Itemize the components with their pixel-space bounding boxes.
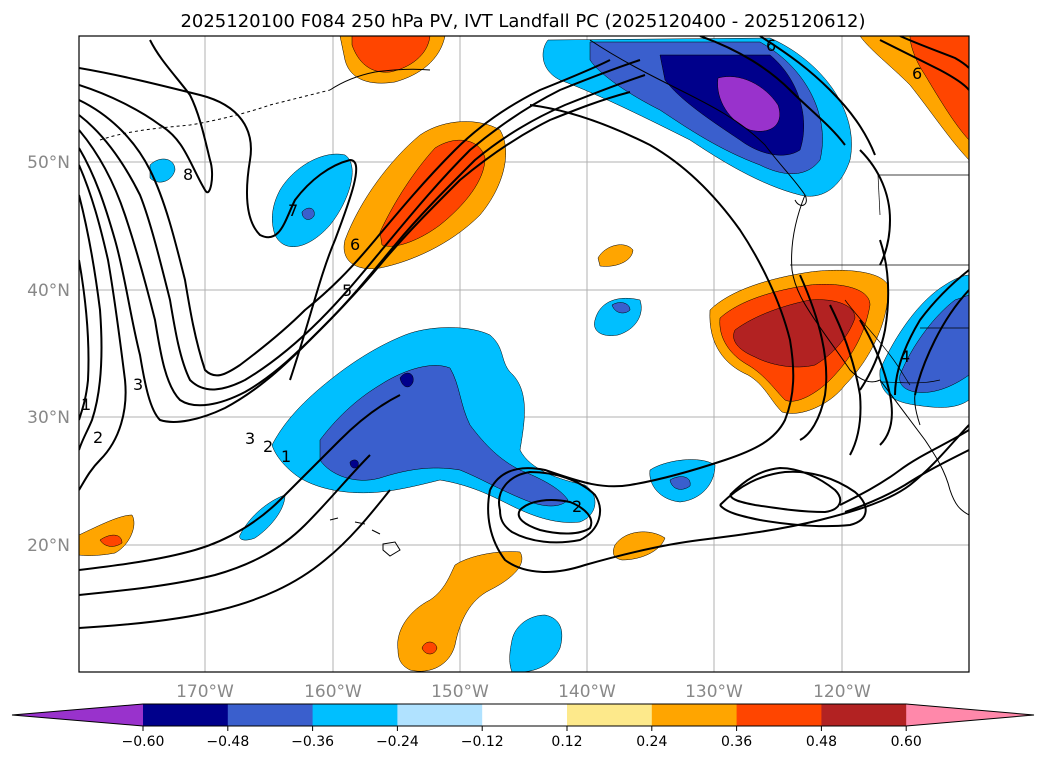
contour-label: 6 <box>766 36 776 55</box>
latitude-labels: 50°N 40°N 30°N 20°N <box>27 153 70 556</box>
colorbar-tick-label: −0.48 <box>206 734 249 750</box>
lon-label: 170°W <box>176 682 234 702</box>
colorbar-tick-label: 0.48 <box>806 734 837 750</box>
lon-label: 160°W <box>304 682 362 702</box>
colorbar-segment <box>397 704 483 726</box>
colorbar-extend-max <box>906 704 1034 726</box>
colorbar-tick-label: −0.60 <box>122 734 165 750</box>
colorbar: −0.60 −0.48 −0.36 −0.24 −0.12 0.12 0.24 0.36 0.4… <box>11 703 1035 750</box>
colorbar-tick-label: −0.24 <box>376 734 419 750</box>
lat-label: 50°N <box>27 153 70 173</box>
contour-label: 5 <box>342 281 352 300</box>
colorbar-tick-label: 0.24 <box>636 734 667 750</box>
contour-label: 1 <box>281 447 291 466</box>
lon-label: 140°W <box>558 682 616 702</box>
lon-label: 130°W <box>685 682 743 702</box>
lat-label: 20°N <box>27 536 70 556</box>
contour-label: 6 <box>350 235 360 254</box>
contour-label: 6 <box>912 64 922 83</box>
contour-label: 2 <box>263 437 273 456</box>
lon-label: 120°W <box>813 682 871 702</box>
colorbar-segment <box>736 704 822 726</box>
colorbar-tick-label: −0.36 <box>291 734 334 750</box>
contour-labels: 6 6 8 7 6 5 3 3 2 1 1 2 2 4 <box>81 36 922 516</box>
contour-label: 7 <box>288 201 298 220</box>
map-border <box>78 35 970 673</box>
colorbar-segment <box>312 704 398 726</box>
contour-label: 8 <box>183 165 193 184</box>
colorbar-segment <box>482 704 568 726</box>
contour-label: 1 <box>81 395 91 414</box>
colorbar-tick-label: 0.60 <box>891 734 922 750</box>
colorbar-segment <box>821 704 907 726</box>
contour-label: 2 <box>572 497 582 516</box>
colorbar-tick-label: −0.12 <box>461 734 504 750</box>
contour-label: 3 <box>245 429 255 448</box>
contour-label: 4 <box>900 347 910 366</box>
contour-label: 3 <box>133 375 143 394</box>
contour-label: 2 <box>93 428 103 447</box>
colorbar-extend-min <box>12 704 143 726</box>
figure-title: 2025120100 F084 250 hPa PV, IVT Landfall… <box>180 11 865 32</box>
colorbar-segment <box>143 704 229 726</box>
contours <box>79 36 969 629</box>
longitude-labels: 170°W 160°W 150°W 140°W 130°W 120°W <box>176 682 871 702</box>
colorbar-segment <box>227 704 314 726</box>
colorbar-segment <box>567 704 653 726</box>
lat-label: 30°N <box>27 408 70 428</box>
colorbar-tick-label: 0.12 <box>551 734 582 750</box>
lon-label: 150°W <box>431 682 489 702</box>
colorbar-segment <box>651 704 738 726</box>
lat-label: 40°N <box>27 281 70 301</box>
map-area: 6 6 8 7 6 5 3 3 2 1 1 2 2 4 <box>79 36 969 672</box>
colorbar-tick-label: 0.36 <box>721 734 752 750</box>
